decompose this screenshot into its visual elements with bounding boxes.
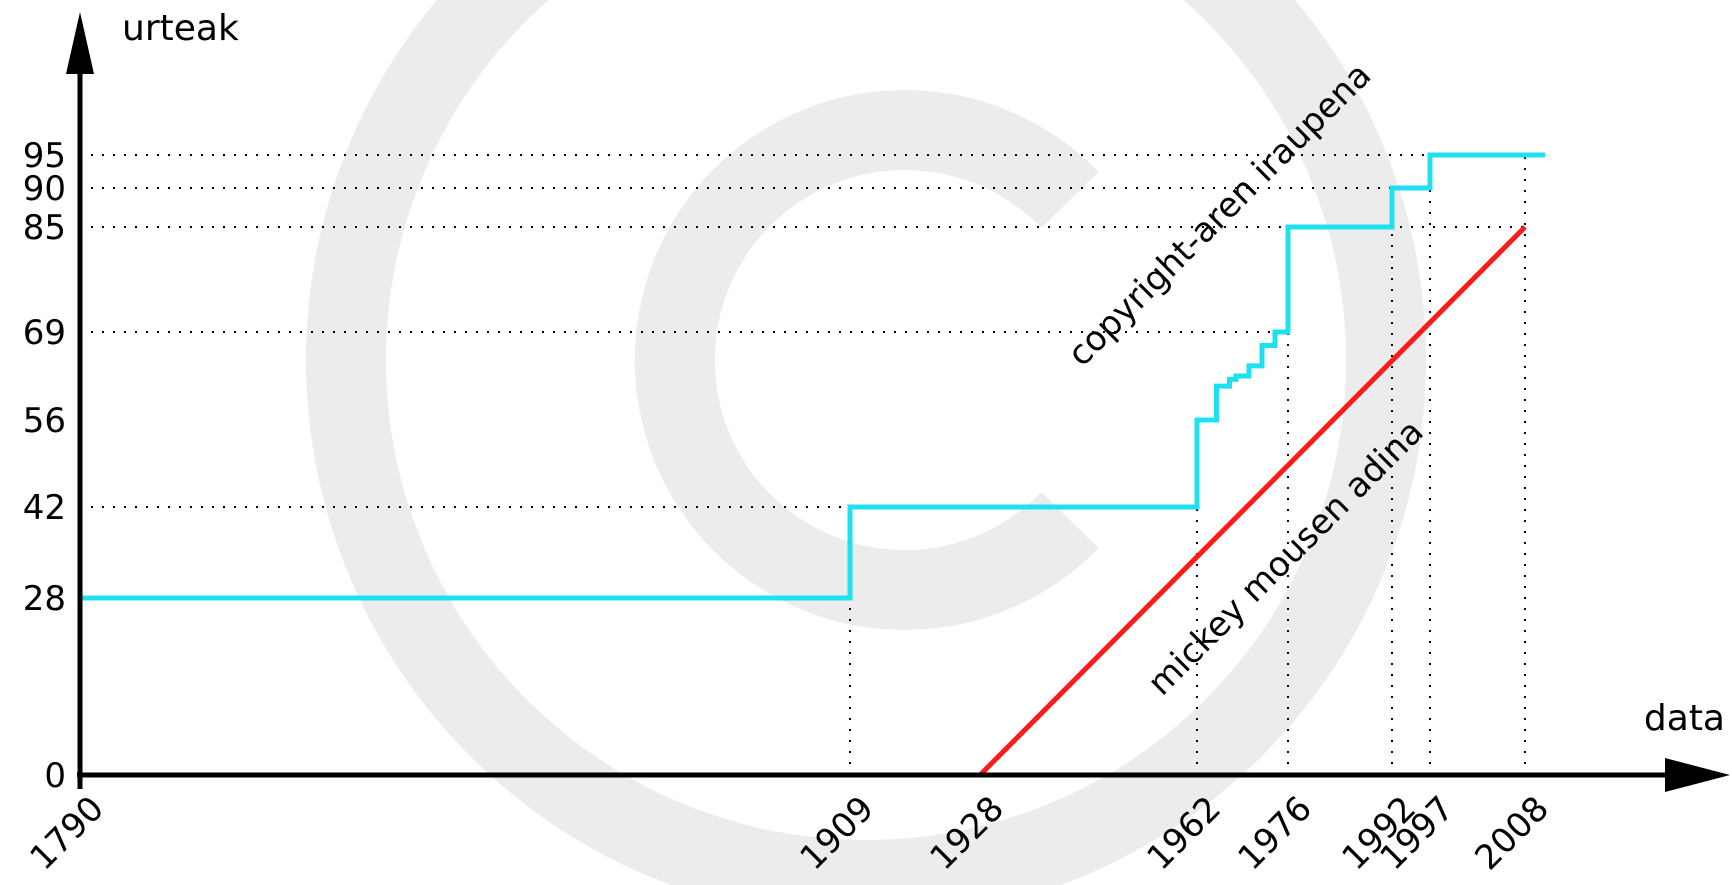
reference-gridlines — [80, 154, 1526, 775]
copyright-duration-line — [77, 152, 1545, 775]
y-axis-arrow-icon — [66, 12, 94, 74]
x-tick-label: 1976 — [1230, 789, 1319, 878]
y-tick-label: 95 — [23, 136, 66, 176]
y-axis-label: urteak — [122, 8, 239, 49]
x-tick-label: 1790 — [22, 789, 111, 878]
x-tick-label: 2008 — [1467, 789, 1556, 878]
x-axis-arrow-icon — [1665, 758, 1730, 792]
y-tick-label: 0 — [44, 756, 66, 796]
series-layer — [77, 152, 1545, 777]
x-axis-label: data — [1644, 698, 1725, 739]
y-tick-label: 69 — [23, 313, 66, 353]
y-tick-label: 90 — [23, 169, 66, 209]
y-tick-label: 42 — [23, 488, 66, 528]
mickey-age-line — [978, 225, 1527, 777]
axis-labels: urteak data — [122, 8, 1725, 739]
y-tick-label: 28 — [23, 579, 66, 619]
y-tick-label: 56 — [23, 401, 66, 441]
axes — [66, 12, 1730, 792]
copyright-watermark-icon — [306, 0, 1426, 885]
y-tick-label: 85 — [23, 208, 66, 248]
